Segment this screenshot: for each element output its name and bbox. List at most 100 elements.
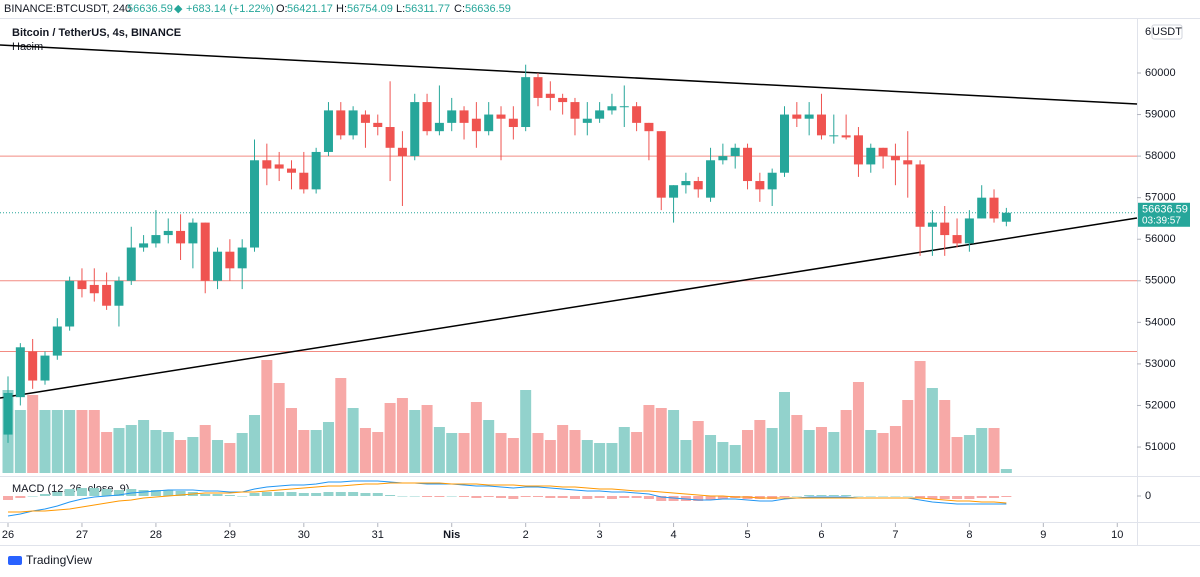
candle-body	[730, 147, 740, 157]
candle-body	[163, 230, 173, 236]
volume-bar	[236, 433, 248, 473]
candle-body	[274, 164, 284, 169]
currency-box[interactable]	[1151, 24, 1183, 40]
volume-bar	[298, 430, 310, 473]
brand-logo	[8, 556, 22, 565]
volume-bar	[926, 388, 938, 473]
candle-body	[632, 106, 642, 123]
candle-body	[755, 181, 765, 190]
volume-bar	[101, 432, 113, 473]
volume-bar	[421, 405, 433, 473]
volume-bar	[113, 428, 125, 473]
macd-histogram	[224, 495, 235, 496]
macd-histogram	[52, 492, 63, 496]
candle-body	[65, 280, 75, 327]
candle-body	[447, 110, 457, 123]
macd-histogram	[804, 495, 815, 496]
x-tick-label: 26	[2, 529, 14, 541]
volume-bar	[446, 433, 458, 473]
change: +683.14 (+1.22%)	[186, 3, 274, 15]
macd-histogram	[989, 496, 1000, 498]
volume-bar	[729, 445, 741, 473]
macd-histogram	[656, 496, 667, 501]
volume-bar	[951, 437, 963, 473]
macd-histogram	[569, 496, 580, 499]
currency[interactable]: USDT	[1152, 26, 1182, 38]
candle-body	[706, 160, 716, 198]
macd-histogram	[372, 493, 383, 496]
macd-histogram	[496, 496, 507, 498]
macd-histogram	[865, 496, 876, 497]
candle-body	[570, 102, 580, 119]
candle-body	[558, 97, 568, 103]
volume-bar	[594, 443, 606, 473]
macd-tick-label: 0	[1145, 490, 1151, 502]
macd-histogram	[434, 496, 445, 497]
volume-bar	[606, 443, 618, 473]
macd-histogram	[582, 496, 593, 499]
candle-body	[3, 393, 13, 435]
candle-body	[139, 243, 149, 248]
candle-body	[336, 110, 346, 136]
macd-histogram	[27, 496, 38, 497]
candle-body	[225, 251, 235, 269]
header-price: 56636.59	[127, 3, 173, 15]
macd-histogram	[163, 490, 174, 496]
candle-body	[693, 181, 703, 190]
macd-histogram	[594, 496, 605, 498]
candle-body	[28, 351, 38, 381]
candle-body	[360, 114, 370, 123]
macd-histogram	[89, 488, 100, 496]
volume-bar	[865, 430, 877, 473]
macd-histogram	[64, 489, 75, 496]
volume-bar	[705, 435, 717, 473]
candle-body	[743, 147, 753, 182]
volume-bar	[273, 383, 285, 473]
macd-histogram	[286, 492, 297, 496]
h-value: 56754.09	[347, 3, 393, 15]
macd-histogram	[323, 492, 334, 496]
macd-histogram	[828, 495, 839, 496]
candle-body	[459, 110, 469, 123]
candle-body	[200, 222, 210, 281]
x-tick-label: 9	[1040, 529, 1046, 541]
h-label: H:	[336, 3, 347, 15]
last-price-badge	[1138, 202, 1190, 227]
volume-bar	[224, 443, 236, 473]
candle-body	[866, 147, 876, 165]
volume-bar	[803, 430, 815, 473]
candle-body	[792, 114, 802, 119]
o-label: O:	[276, 3, 288, 15]
candle-body	[397, 147, 407, 157]
x-tick-label: 5	[744, 529, 750, 541]
macd-histogram	[483, 496, 494, 497]
candle-body	[126, 247, 136, 281]
y-tick-label: 56000	[1145, 233, 1176, 245]
volume-bar	[754, 420, 766, 473]
volume-bar	[742, 430, 754, 473]
macd-histogram	[557, 496, 568, 498]
y-tick-label: 54000	[1145, 316, 1176, 328]
macd-histogram	[643, 496, 654, 499]
volume-bar	[384, 403, 396, 473]
macd-histogram	[915, 496, 926, 498]
candle-body	[669, 185, 679, 198]
macd-histogram	[15, 496, 26, 498]
macd-histogram	[360, 493, 371, 496]
volume-bar	[150, 430, 162, 473]
y-tick-label: 57000	[1145, 192, 1176, 204]
macd-histogram	[631, 496, 642, 498]
axis-top-label: 6	[1145, 26, 1151, 38]
candle-body	[644, 122, 654, 132]
volume-bar	[212, 440, 224, 473]
macd-histogram	[261, 492, 272, 496]
brand-name: TradingView	[26, 553, 92, 567]
volume-bar	[162, 432, 174, 473]
macd-histogram	[545, 496, 556, 498]
macd-histogram	[890, 496, 901, 497]
brand: TradingView	[8, 553, 92, 567]
macd-histogram	[471, 496, 482, 498]
macd-histogram	[76, 488, 87, 496]
volume-bar	[631, 432, 643, 473]
